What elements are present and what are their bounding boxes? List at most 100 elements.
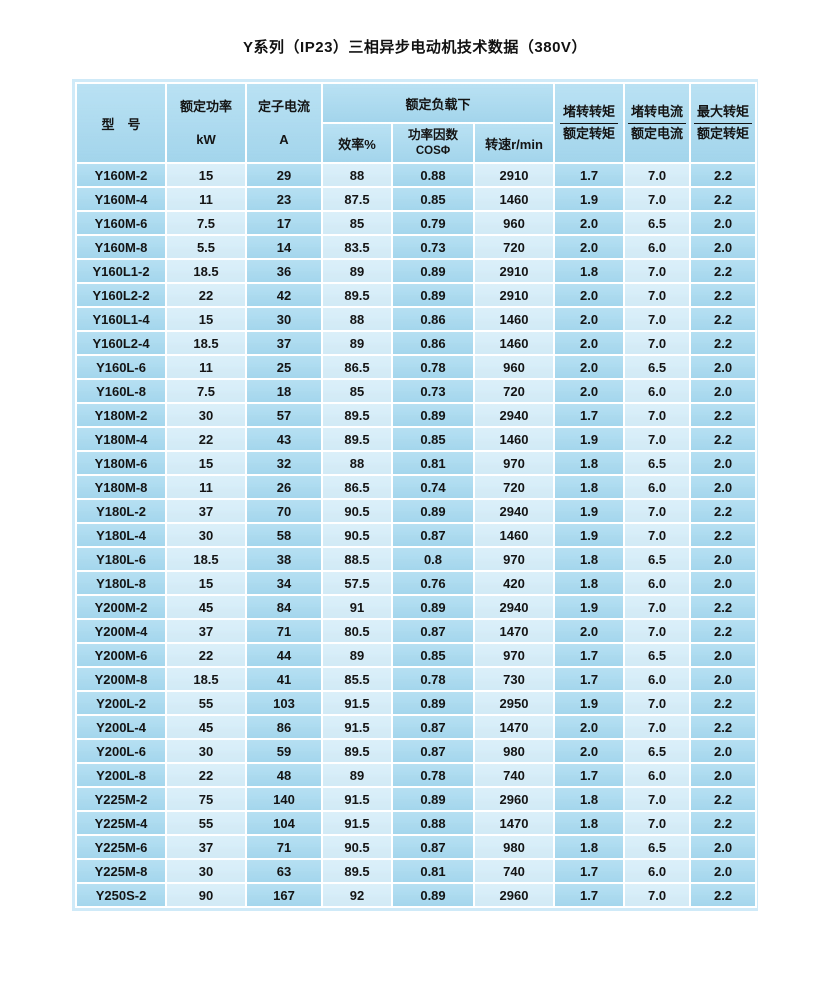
rated-power-cell: 37 bbox=[165, 834, 247, 860]
table-row: Y180L-2 37 70 90.5 0.89 2940 1.9 7.0 2.2 bbox=[75, 498, 758, 524]
locked-current-cell: 6.0 bbox=[623, 570, 692, 596]
max-torque-cell: 2.2 bbox=[689, 402, 758, 428]
rated-power-cell: 22 bbox=[165, 642, 247, 668]
header-rated-power-unit: kW bbox=[196, 131, 216, 147]
rated-power-cell: 45 bbox=[165, 594, 247, 620]
locked-current-cell: 7.0 bbox=[623, 786, 692, 812]
table-row: Y225M-2 75 140 91.5 0.89 2960 1.8 7.0 2.2 bbox=[75, 786, 758, 812]
max-torque-cell: 2.2 bbox=[689, 186, 758, 212]
model-cell: Y160L1-2 bbox=[75, 258, 167, 284]
model-cell: Y160L-6 bbox=[75, 354, 167, 380]
header-stator-current-unit: A bbox=[279, 131, 289, 147]
model-cell: Y160M-4 bbox=[75, 186, 167, 212]
stator-current-cell: 44 bbox=[245, 642, 323, 668]
model-cell: Y200L-4 bbox=[75, 714, 167, 740]
rated-power-cell: 15 bbox=[165, 450, 247, 476]
max-torque-fraction: 最大转矩 额定转矩 bbox=[694, 104, 753, 142]
stator-current-cell: 23 bbox=[245, 186, 323, 212]
locked-torque-cell: 2.0 bbox=[553, 210, 626, 236]
table-row: Y180M-8 11 26 86.5 0.74 720 1.8 6.0 2.0 bbox=[75, 474, 758, 500]
locked-current-cell: 6.0 bbox=[623, 234, 692, 260]
power-factor-cell: 0.89 bbox=[391, 498, 475, 524]
model-cell: Y200M-2 bbox=[75, 594, 167, 620]
speed-cell: 970 bbox=[472, 642, 556, 668]
model-cell: Y160M-2 bbox=[75, 162, 167, 188]
stator-current-cell: 36 bbox=[245, 258, 323, 284]
header-efficiency: 效率% bbox=[321, 122, 393, 164]
locked-torque-cell: 1.8 bbox=[553, 258, 626, 284]
locked-current-cell: 7.0 bbox=[623, 498, 692, 524]
locked-current-cell: 6.0 bbox=[623, 762, 692, 788]
power-factor-cell: 0.85 bbox=[391, 426, 475, 452]
header-rated-power: 额定功率 kW bbox=[165, 82, 247, 164]
efficiency-cell: 90.5 bbox=[321, 834, 393, 860]
max-torque-cell: 2.0 bbox=[689, 642, 758, 668]
efficiency-cell: 90.5 bbox=[321, 498, 393, 524]
rated-power-cell: 30 bbox=[165, 738, 247, 764]
header-power-factor-lines: 功率因数 COSΦ bbox=[393, 128, 473, 158]
speed-cell: 980 bbox=[472, 834, 556, 860]
speed-cell: 2910 bbox=[472, 282, 556, 308]
table-row: Y160L1-2 18.5 36 89 0.89 2910 1.8 7.0 2.2 bbox=[75, 258, 758, 284]
max-torque-cell: 2.2 bbox=[689, 594, 758, 620]
locked-torque-cell: 1.9 bbox=[553, 186, 626, 212]
locked-torque-cell: 2.0 bbox=[553, 714, 626, 740]
efficiency-cell: 88 bbox=[321, 450, 393, 476]
stator-current-cell: 41 bbox=[245, 666, 323, 692]
table-header: 型 号 额定功率 kW 定子电流 A bbox=[75, 82, 758, 164]
table-row: Y160M-2 15 29 88 0.88 2910 1.7 7.0 2.2 bbox=[75, 162, 758, 188]
efficiency-cell: 89.5 bbox=[321, 858, 393, 884]
max-torque-cell: 2.2 bbox=[689, 330, 758, 356]
efficiency-cell: 89 bbox=[321, 258, 393, 284]
rated-power-cell: 30 bbox=[165, 522, 247, 548]
efficiency-cell: 88 bbox=[321, 306, 393, 332]
efficiency-cell: 89 bbox=[321, 762, 393, 788]
model-cell: Y200M-4 bbox=[75, 618, 167, 644]
rated-power-cell: 15 bbox=[165, 162, 247, 188]
stator-current-cell: 37 bbox=[245, 330, 323, 356]
speed-cell: 980 bbox=[472, 738, 556, 764]
table-row: Y200M-2 45 84 91 0.89 2940 1.9 7.0 2.2 bbox=[75, 594, 758, 620]
rated-power-cell: 22 bbox=[165, 282, 247, 308]
power-factor-cell: 0.85 bbox=[391, 186, 475, 212]
efficiency-cell: 91.5 bbox=[321, 786, 393, 812]
model-cell: Y160L-8 bbox=[75, 378, 167, 404]
rated-power-cell: 45 bbox=[165, 714, 247, 740]
max-torque-cell: 2.2 bbox=[689, 714, 758, 740]
max-torque-cell: 2.2 bbox=[689, 618, 758, 644]
locked-torque-cell: 2.0 bbox=[553, 378, 626, 404]
max-torque-cell: 2.2 bbox=[689, 786, 758, 812]
speed-cell: 970 bbox=[472, 546, 556, 572]
table-row: Y160L2-4 18.5 37 89 0.86 1460 2.0 7.0 2.2 bbox=[75, 330, 758, 356]
efficiency-cell: 91.5 bbox=[321, 714, 393, 740]
table-row: Y250S-2 90 167 92 0.89 2960 1.7 7.0 2.2 bbox=[75, 882, 758, 908]
locked-current-cell: 7.0 bbox=[623, 162, 692, 188]
stator-current-cell: 63 bbox=[245, 858, 323, 884]
rated-power-cell: 30 bbox=[165, 858, 247, 884]
header-power-factor-symbol: COSΦ bbox=[415, 144, 451, 157]
header-rated-load-group: 额定负载下 bbox=[320, 82, 556, 124]
model-cell: Y200L-6 bbox=[75, 738, 167, 764]
stator-current-cell: 14 bbox=[245, 234, 323, 260]
locked-torque-cell: 1.8 bbox=[553, 450, 626, 476]
header-rated-power-label: 额定功率 bbox=[179, 98, 232, 114]
locked-current-cell: 7.0 bbox=[623, 882, 692, 908]
power-factor-cell: 0.81 bbox=[391, 450, 475, 476]
table-row: Y225M-6 37 71 90.5 0.87 980 1.8 6.5 2.0 bbox=[75, 834, 758, 860]
model-cell: Y180L-4 bbox=[75, 522, 167, 548]
model-cell: Y200M-6 bbox=[75, 642, 167, 668]
rated-power-cell: 11 bbox=[165, 354, 247, 380]
speed-cell: 720 bbox=[472, 234, 556, 260]
power-factor-cell: 0.86 bbox=[391, 330, 475, 356]
rated-power-cell: 37 bbox=[165, 498, 247, 524]
page-title: Y系列（IP23）三相异步电动机技术数据（380V） bbox=[243, 39, 587, 56]
header-stator-current-label: 定子电流 bbox=[257, 98, 310, 114]
stator-current-cell: 140 bbox=[245, 786, 323, 812]
rated-power-cell: 5.5 bbox=[165, 234, 247, 260]
speed-cell: 420 bbox=[472, 570, 556, 596]
motor-data-table-wrapper: 型 号 额定功率 kW 定子电流 A bbox=[72, 79, 758, 911]
locked-current-cell: 7.0 bbox=[623, 690, 692, 716]
power-factor-cell: 0.88 bbox=[391, 162, 475, 188]
power-factor-cell: 0.73 bbox=[391, 378, 475, 404]
speed-cell: 740 bbox=[472, 858, 556, 884]
